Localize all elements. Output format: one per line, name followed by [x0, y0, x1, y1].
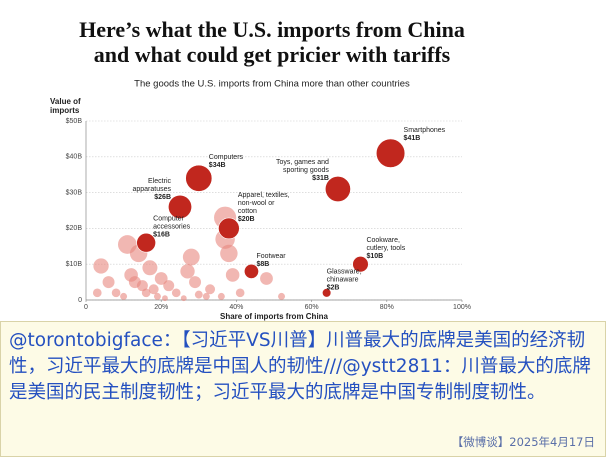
value-label: $20B	[238, 216, 255, 223]
background-bubble	[111, 288, 121, 298]
background-bubble	[180, 264, 195, 279]
background-bubble	[235, 288, 245, 298]
background-bubble	[182, 248, 200, 266]
background-bubble	[202, 292, 210, 300]
background-bubble	[171, 288, 181, 298]
y-axis-label: Value of	[50, 97, 81, 106]
bubble	[352, 256, 369, 273]
point-label: Computers	[209, 154, 244, 161]
x-tick-label: 100%	[453, 304, 471, 311]
background-bubble	[92, 288, 102, 298]
point-label: Electric	[148, 178, 171, 185]
bubble	[375, 138, 406, 168]
x-tick-label: 0	[84, 304, 88, 311]
background-bubble	[162, 295, 168, 302]
y-tick-label: $20B	[66, 225, 83, 232]
background-bubble	[136, 280, 148, 292]
point-label: Cookware,	[366, 237, 400, 244]
caption-text: @torontobigface：【习近平VS川普】川普最大的底牌是美国的经济韧性…	[9, 330, 591, 403]
background-bubble	[225, 268, 240, 282]
value-label: $26B	[154, 194, 171, 201]
background-bubble	[93, 258, 109, 274]
bubble	[218, 217, 240, 240]
y-tick-label: 0	[78, 297, 82, 304]
caption-footer: 【微博谈】2025年4月17日	[451, 435, 595, 449]
value-label: $16B	[153, 232, 170, 239]
bubble	[324, 176, 351, 202]
value-label: $10B	[366, 253, 383, 260]
point-label: non-wool or	[238, 200, 275, 207]
point-label: Glassware,	[327, 269, 362, 276]
y-tick-label: $40B	[66, 154, 83, 161]
value-label: $41B	[404, 135, 421, 142]
chart-title: and what could get pricier with tariffs	[94, 42, 451, 67]
background-bubble	[205, 284, 216, 295]
background-bubble	[148, 284, 159, 295]
x-tick-label: 20%	[154, 304, 168, 311]
value-label: $2B	[327, 285, 340, 292]
value-label: $34B	[209, 162, 226, 169]
background-bubble	[154, 272, 168, 285]
background-bubble	[120, 292, 128, 300]
value-label: $8B	[256, 261, 269, 268]
background-bubble	[278, 292, 286, 300]
point-label: cutlery, tools	[366, 245, 405, 252]
value-label: $31B	[312, 175, 329, 182]
x-tick-label: 80%	[380, 304, 394, 311]
y-tick-label: $50B	[66, 118, 83, 125]
point-label: Toys, games and	[276, 159, 329, 166]
bubble	[185, 164, 213, 192]
point-label: chinaware	[327, 277, 359, 284]
y-axis-label: imports	[50, 106, 80, 115]
point-label: cotton	[238, 208, 257, 215]
background-bubble	[217, 292, 225, 300]
background-bubble	[194, 290, 203, 299]
point-label: Apparel, textiles,	[238, 192, 290, 199]
point-label: accessories	[153, 224, 190, 231]
bubble	[322, 288, 332, 298]
point-label: apparatuses	[132, 186, 171, 193]
bubble	[168, 194, 192, 219]
caption-box: @torontobigface：【习近平VS川普】川普最大的底牌是美国的经济韧性…	[0, 321, 606, 457]
background-bubble	[141, 288, 151, 298]
point-label: sporting goods	[283, 167, 329, 174]
point-label: Footwear	[256, 253, 286, 260]
x-axis-label: Share of imports from China	[220, 312, 329, 321]
background-bubble	[220, 244, 238, 263]
chart-subtitle: The goods the U.S. imports from China mo…	[134, 79, 410, 90]
y-tick-label: $10B	[66, 261, 83, 268]
point-label: Smartphones	[404, 127, 446, 134]
chart: Here’s what the U.S. imports from China …	[50, 17, 471, 321]
background-bubble	[180, 295, 187, 302]
point-label: Computer	[153, 216, 184, 223]
chart-title: Here’s what the U.S. imports from China	[79, 17, 465, 42]
x-tick-label: 40%	[229, 304, 243, 311]
bubble	[243, 263, 259, 279]
y-tick-label: $30B	[66, 189, 83, 196]
background-bubble	[163, 280, 175, 292]
background-bubble	[189, 276, 202, 289]
bubble	[136, 232, 156, 253]
x-tick-label: 60%	[305, 304, 319, 311]
background-bubble	[260, 272, 273, 285]
background-bubble	[153, 292, 161, 300]
background-bubble	[102, 276, 115, 289]
background-bubble	[142, 260, 158, 276]
